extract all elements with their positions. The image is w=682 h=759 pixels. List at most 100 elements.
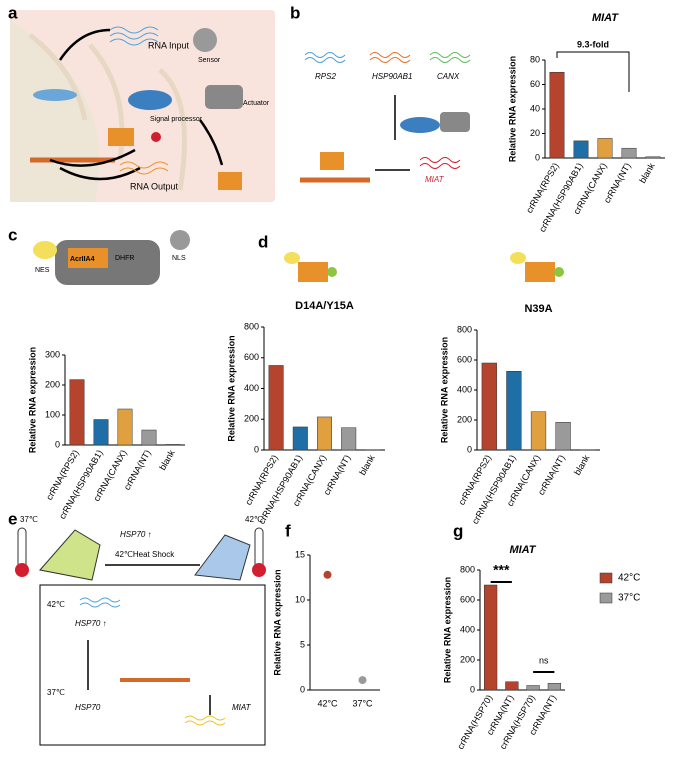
rna [80, 598, 120, 607]
label: 42℃Heat Shock [115, 550, 175, 559]
y-axis-label: Relative RNA expression [272, 569, 282, 675]
rna [420, 158, 460, 169]
dot [327, 267, 337, 277]
sensor [33, 241, 57, 259]
y-axis-label: Relative RNA expression [27, 347, 37, 453]
bar [118, 409, 132, 445]
protein [525, 262, 555, 282]
bar [293, 427, 308, 450]
y-tick-label: 0 [55, 439, 60, 449]
x-tick-label: crRNA(HSP90AB1) [256, 453, 304, 526]
panel-letter: c [8, 225, 17, 244]
point [359, 676, 367, 684]
y-tick-label: 400 [460, 624, 475, 634]
inset-box [40, 585, 265, 745]
chart-title: N39A [524, 303, 552, 315]
bar [548, 683, 561, 690]
dot [151, 132, 161, 142]
bar [531, 412, 546, 450]
panel-letter: a [8, 3, 18, 22]
bracket [557, 52, 629, 92]
actuator-icon [205, 85, 243, 109]
label: Signal processor [150, 116, 203, 123]
y-axis-label: Relative RNA expression [439, 337, 449, 443]
thermometer [255, 528, 263, 568]
legend-label: 37°C [618, 593, 640, 604]
y-tick-label: 800 [457, 324, 472, 334]
chart-title: D14A/Y15A [295, 300, 354, 312]
rna [370, 53, 410, 63]
protein [298, 262, 328, 282]
legend-swatch [600, 573, 612, 583]
bar [70, 380, 84, 445]
y-tick-label: 600 [460, 594, 475, 604]
legend-swatch [600, 593, 612, 603]
y-axis-label: Relative RNA expression [442, 577, 452, 683]
y-tick-label: 10 [295, 594, 305, 604]
y-tick-label: 200 [244, 414, 259, 424]
y-tick-label: 800 [244, 321, 259, 331]
panel-letter: g [453, 521, 463, 540]
y-tick-label: 15 [295, 549, 305, 559]
bar [482, 363, 497, 450]
y-tick-label: 800 [460, 564, 475, 574]
protein [320, 152, 344, 170]
annotation: *** [493, 562, 510, 578]
label: Sensor [198, 57, 221, 64]
y-tick-label: 0 [254, 444, 259, 454]
label: Actuator [243, 100, 270, 107]
bar [507, 371, 522, 450]
y-tick-label: 200 [457, 414, 472, 424]
y-tick-label: 100 [45, 409, 60, 419]
x-tick-label: blank [637, 161, 657, 185]
label: HSP90AB1 [372, 72, 412, 81]
label: RNA Output [130, 181, 179, 191]
x-tick-label: blank [572, 453, 592, 477]
label: MIAT [232, 703, 252, 712]
sensor [284, 252, 300, 264]
label: NLS [172, 255, 186, 262]
bar [646, 157, 660, 158]
rna [430, 53, 470, 63]
chart-title: MIAT [509, 544, 536, 556]
label: 37℃ [20, 515, 38, 524]
bar [550, 72, 564, 158]
label: HSP70 ↑ [75, 619, 107, 628]
sensor [510, 252, 526, 264]
y-tick-label: 80 [530, 54, 540, 64]
y-tick-label: 300 [45, 349, 60, 359]
bar [574, 141, 588, 158]
y-tick-label: 200 [45, 379, 60, 389]
label: DHFR [115, 255, 134, 262]
y-tick-label: 0 [535, 152, 540, 162]
annotation: 9.3-fold [577, 39, 609, 49]
y-tick-label: 20 [530, 128, 540, 138]
y-axis-label: Relative RNA expression [226, 335, 236, 441]
x-tick-label: crRNA(HSP70) [455, 693, 494, 751]
y-tick-label: 0 [300, 684, 305, 694]
label: RPS2 [315, 72, 336, 81]
label: 37℃ [47, 688, 65, 697]
bar [341, 428, 356, 450]
x-tick-label: blank [357, 453, 377, 477]
bar [142, 430, 156, 445]
panel-letter: e [8, 509, 17, 528]
label: 42℃ [47, 600, 65, 609]
rna [305, 53, 345, 63]
rna [185, 716, 225, 725]
protein [218, 172, 242, 190]
x-tick-label: crRNA(HSP90AB1) [537, 161, 585, 234]
dna [33, 89, 77, 101]
y-tick-label: 400 [244, 383, 259, 393]
bar [269, 365, 284, 450]
y-tick-label: 200 [460, 654, 475, 664]
y-tick-label: 0 [467, 444, 472, 454]
processor [400, 117, 440, 133]
sensor-icon [193, 28, 217, 52]
dot [554, 267, 564, 277]
x-tick-label: crRNA(HSP90AB1) [57, 448, 105, 521]
point [324, 571, 332, 579]
label: HSP70 [75, 703, 101, 712]
legend-label: 42°C [618, 573, 640, 584]
